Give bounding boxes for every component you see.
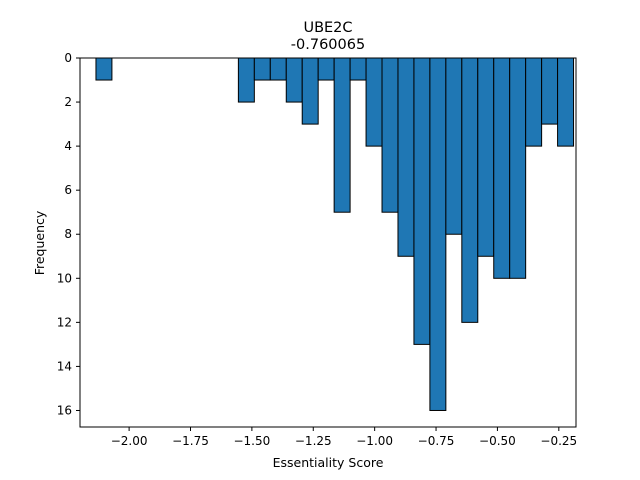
x-tick-label: −1.50	[233, 434, 270, 448]
y-axis-label: Frequency	[32, 210, 47, 275]
x-tick-label: −1.00	[356, 434, 393, 448]
histogram-bar	[317, 57, 335, 81]
histogram-bar	[365, 57, 383, 147]
histogram-bar	[349, 57, 367, 81]
x-tick-label: −1.75	[172, 434, 209, 448]
x-tick-label: −1.25	[295, 434, 332, 448]
histogram-bar	[269, 57, 287, 81]
x-tick-label: −0.75	[418, 434, 455, 448]
histogram-bar	[461, 57, 479, 323]
histogram-bar	[95, 57, 113, 81]
x-axis-ticks: −2.00 −1.75 −1.50 −1.25 −1.00 −0.75 −0.50 −0.25	[111, 427, 577, 448]
y-tick-label: 14	[57, 359, 72, 373]
y-tick-label: 12	[57, 315, 72, 329]
y-tick-label: 0	[64, 51, 72, 65]
histogram-bar	[397, 57, 415, 257]
y-tick-label: 10	[57, 271, 72, 285]
x-tick-label: −0.25	[540, 434, 577, 448]
histogram-bar	[333, 57, 351, 213]
histogram-bar	[429, 57, 447, 411]
histogram-bar	[237, 57, 255, 103]
plot-frame	[79, 57, 577, 428]
y-tick-label: 4	[64, 139, 72, 153]
chart-title: UBE2C	[303, 20, 352, 36]
histogram-bar	[557, 57, 575, 147]
y-tick-label: 8	[64, 227, 72, 241]
histogram-bar	[381, 57, 399, 213]
histogram-bar	[413, 57, 431, 345]
y-tick-label: 2	[64, 95, 72, 109]
histogram-bar	[477, 57, 495, 257]
histogram-bar	[301, 57, 319, 125]
histogram-bar	[285, 57, 303, 103]
y-tick-label: 6	[64, 183, 72, 197]
histogram-bar	[509, 57, 527, 279]
y-axis-ticks: 0 2 4 6 8 10 12 14 16	[57, 51, 80, 417]
bars-group	[95, 57, 575, 411]
histogram-bar	[541, 57, 559, 125]
x-tick-label: −2.00	[111, 434, 148, 448]
chart-subtitle: -0.760065	[291, 37, 365, 53]
x-tick-label: −0.50	[479, 434, 516, 448]
x-axis-label: Essentiality Score	[273, 455, 384, 470]
histogram-bar	[445, 57, 463, 235]
y-tick-label: 16	[57, 403, 72, 417]
histogram-bar	[493, 57, 511, 279]
histogram-bar	[525, 57, 543, 147]
histogram-bar	[253, 57, 271, 81]
